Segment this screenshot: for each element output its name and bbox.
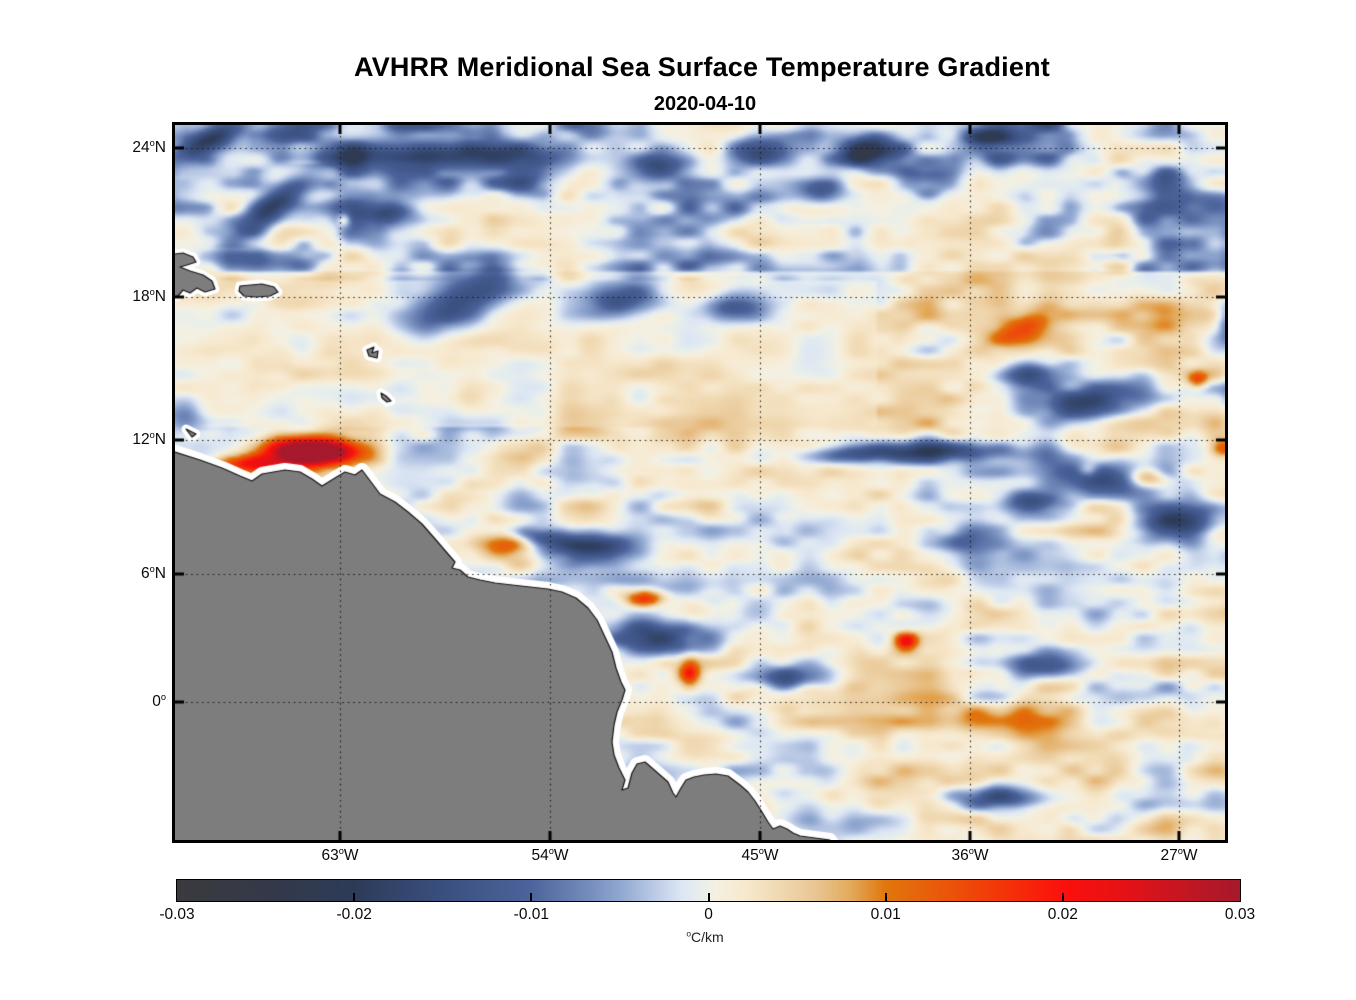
map-axes — [172, 122, 1228, 843]
y-tick-label: 0o — [152, 691, 166, 710]
colorbar-unit-text: C/km — [691, 929, 724, 945]
x-tick-label: 27oW — [1160, 845, 1198, 864]
y-tick-label: 12oN — [132, 429, 166, 448]
x-tick-label: 36oW — [951, 845, 989, 864]
degree-symbol: o — [338, 845, 344, 856]
x-tick-label: 54oW — [531, 845, 569, 864]
degree-symbol: o — [149, 286, 155, 297]
y-tick-label: 6oN — [141, 563, 166, 582]
colorbar-tick-label: -0.01 — [513, 906, 549, 923]
degree-symbol: o — [548, 845, 554, 856]
degree-symbol: o — [968, 845, 974, 856]
degree-symbol: o — [686, 928, 691, 939]
degree-symbol: o — [1177, 845, 1183, 856]
colorbar — [176, 879, 1241, 902]
degree-symbol: o — [149, 137, 155, 148]
degree-symbol: o — [160, 691, 166, 702]
degree-symbol: o — [149, 429, 155, 440]
colorbar-tick — [530, 893, 533, 901]
colorbar-tick — [707, 893, 710, 901]
y-tick-label: 18oN — [132, 286, 166, 305]
sst-gradient-map-canvas — [175, 125, 1225, 840]
colorbar-tick — [1061, 893, 1064, 901]
colorbar-unit-label: oC/km — [686, 929, 723, 945]
colorbar-tick — [353, 893, 356, 901]
colorbar-tick-label: -0.03 — [159, 906, 195, 923]
colorbar-tick-label: 0.03 — [1224, 906, 1256, 923]
y-tick-label: 24oN — [132, 137, 166, 156]
x-tick-label: 63oW — [321, 845, 359, 864]
colorbar-tick-label: -0.02 — [336, 906, 372, 923]
colorbar-tick-label: 0.01 — [870, 906, 901, 923]
colorbar-tick-label: 0 — [704, 906, 713, 923]
degree-symbol: o — [758, 845, 764, 856]
plot-date-subtitle: 2020-04-10 — [653, 93, 757, 115]
x-tick-label: 45oW — [741, 845, 779, 864]
colorbar-tick — [884, 893, 887, 901]
colorbar-tick-label: 0.02 — [1047, 906, 1078, 923]
plot-title: AVHRR Meridional Sea Surface Temperature… — [354, 52, 1050, 82]
degree-symbol: o — [149, 563, 155, 574]
